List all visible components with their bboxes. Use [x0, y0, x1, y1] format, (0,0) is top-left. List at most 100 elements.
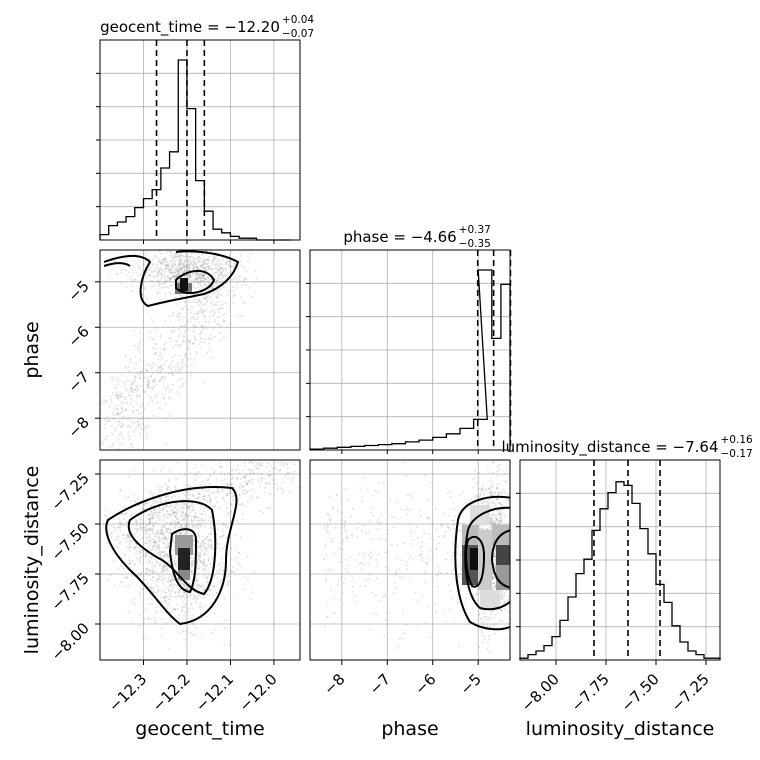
sample-point — [239, 477, 242, 480]
sample-point — [137, 266, 140, 269]
sample-point — [373, 612, 376, 615]
sample-point — [217, 293, 220, 296]
sample-point — [214, 320, 217, 323]
sample-point — [490, 523, 493, 526]
sample-point — [209, 334, 212, 337]
sample-point — [423, 531, 426, 534]
sample-point — [193, 358, 196, 361]
sample-point — [218, 311, 221, 314]
sample-point — [157, 292, 160, 295]
sample-point — [200, 545, 203, 548]
sample-point — [150, 510, 153, 513]
sample-point — [183, 274, 186, 277]
sample-point — [192, 633, 195, 636]
x-tick-label: −7.50 — [618, 670, 663, 715]
sample-point — [504, 468, 507, 471]
sample-point — [205, 581, 208, 584]
sample-point — [145, 433, 148, 436]
sample-point — [120, 523, 123, 526]
sample-point — [183, 507, 186, 510]
sample-point — [161, 260, 164, 263]
sample-point — [197, 516, 200, 519]
sample-point — [191, 306, 194, 309]
sample-point — [165, 500, 168, 503]
sample-point — [155, 543, 158, 546]
sample-point — [326, 513, 329, 516]
sample-point — [133, 367, 136, 370]
sample-point — [218, 339, 221, 342]
sample-point — [152, 558, 155, 561]
sample-point — [145, 567, 148, 570]
sample-point — [137, 344, 140, 347]
sample-point — [197, 281, 200, 284]
sample-point — [132, 494, 135, 497]
sample-point — [200, 325, 203, 328]
sample-point — [118, 525, 121, 528]
sample-point — [335, 493, 338, 496]
sample-point — [221, 489, 224, 492]
sample-point — [248, 468, 251, 471]
sample-point — [170, 260, 173, 263]
sample-point — [202, 568, 205, 571]
sample-point — [189, 275, 192, 278]
sample-point — [305, 451, 307, 453]
sample-point — [279, 455, 281, 457]
sample-point — [166, 279, 169, 282]
sample-point — [330, 540, 333, 543]
sample-point — [480, 493, 483, 496]
sample-point — [246, 481, 249, 484]
sample-point — [285, 442, 287, 444]
sample-point — [116, 412, 119, 415]
sample-point — [238, 563, 241, 566]
sample-point — [226, 494, 229, 497]
sample-point — [486, 491, 489, 494]
sample-point — [169, 260, 172, 263]
sample-point — [147, 384, 150, 387]
sample-point — [183, 605, 186, 608]
sample-point — [487, 502, 490, 505]
sample-point — [120, 268, 123, 271]
sample-point — [168, 336, 171, 339]
sample-point — [467, 623, 470, 626]
sample-point — [186, 263, 189, 266]
sample-point — [114, 530, 117, 533]
sample-point — [377, 518, 380, 521]
sample-point — [239, 482, 242, 485]
sample-point — [173, 277, 176, 280]
sample-point — [224, 619, 227, 622]
sample-point — [218, 276, 221, 279]
sample-point — [184, 514, 187, 517]
sample-point — [121, 513, 124, 516]
sample-point — [134, 520, 137, 523]
sample-point — [401, 637, 404, 640]
sample-point — [106, 542, 109, 545]
sample-point — [165, 536, 168, 539]
sample-point — [183, 268, 186, 271]
sample-point — [175, 561, 178, 564]
sample-point — [184, 520, 187, 523]
sample-point — [332, 596, 335, 599]
sample-point — [204, 259, 207, 262]
sample-point — [493, 521, 496, 524]
sample-point — [222, 303, 225, 306]
sample-point — [479, 527, 482, 530]
sample-point — [156, 516, 159, 519]
sample-point — [265, 507, 268, 510]
sample-point — [167, 268, 170, 271]
sample-point — [129, 444, 132, 447]
sample-point — [458, 645, 461, 648]
sample-point — [512, 546, 514, 548]
sample-point — [344, 528, 347, 531]
sample-point — [274, 467, 277, 470]
sample-point — [133, 388, 136, 391]
sample-point — [459, 561, 462, 564]
density-cell — [470, 548, 480, 570]
sample-point — [471, 607, 474, 610]
sample-point — [143, 286, 146, 289]
sample-point — [272, 477, 275, 480]
sample-point — [139, 613, 142, 616]
sample-point — [458, 573, 461, 576]
sample-point — [244, 301, 247, 304]
sample-point — [426, 564, 429, 567]
sample-point — [124, 269, 127, 272]
